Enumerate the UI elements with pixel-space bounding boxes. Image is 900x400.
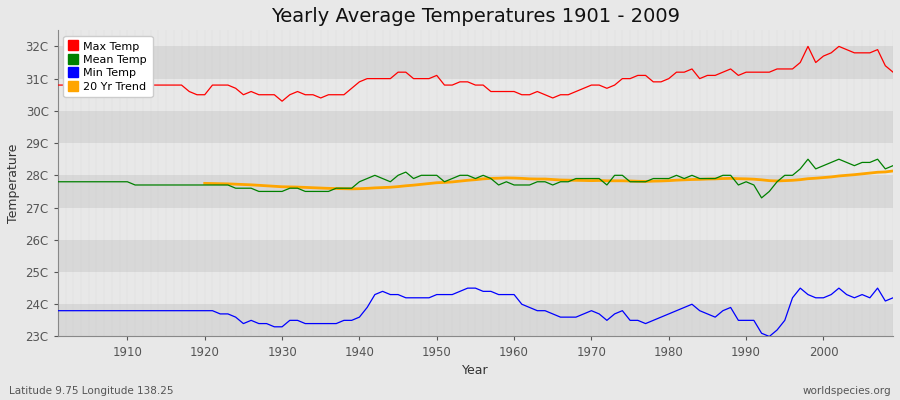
Bar bbox=[58, 208, 893, 240]
Bar bbox=[58, 79, 893, 111]
Legend: Max Temp, Mean Temp, Min Temp, 20 Yr Trend: Max Temp, Mean Temp, Min Temp, 20 Yr Tre… bbox=[63, 36, 152, 97]
Bar bbox=[58, 111, 893, 143]
Bar bbox=[58, 46, 893, 79]
Text: worldspecies.org: worldspecies.org bbox=[803, 386, 891, 396]
Bar bbox=[58, 240, 893, 272]
Bar bbox=[58, 143, 893, 175]
Bar bbox=[58, 175, 893, 208]
Bar bbox=[58, 304, 893, 336]
Y-axis label: Temperature: Temperature bbox=[7, 144, 20, 223]
Text: Latitude 9.75 Longitude 138.25: Latitude 9.75 Longitude 138.25 bbox=[9, 386, 174, 396]
Bar bbox=[58, 272, 893, 304]
Title: Yearly Average Temperatures 1901 - 2009: Yearly Average Temperatures 1901 - 2009 bbox=[271, 7, 680, 26]
X-axis label: Year: Year bbox=[462, 364, 489, 377]
